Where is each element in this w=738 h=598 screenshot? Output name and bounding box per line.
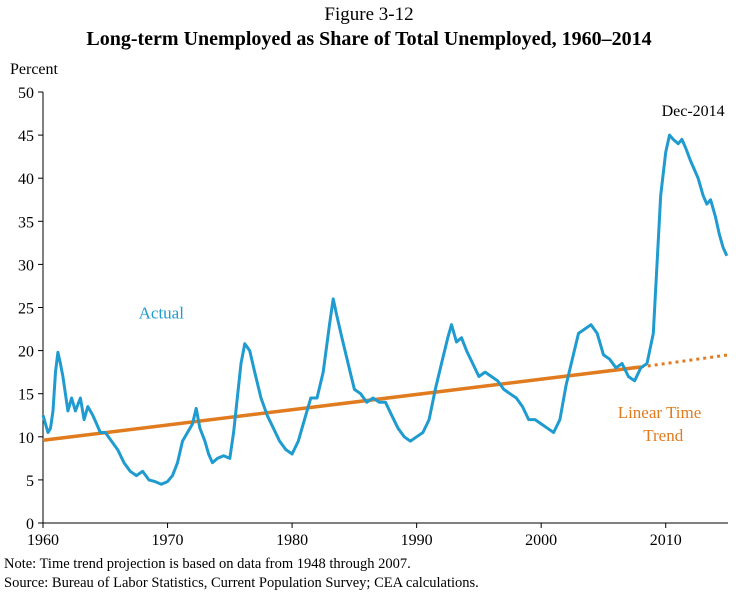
actual-series-line bbox=[41, 133, 729, 486]
y-tick-label: 35 bbox=[18, 214, 34, 231]
x-tick-label: 1990 bbox=[401, 532, 433, 549]
series-label-trend-line2: Trend bbox=[643, 426, 683, 445]
chart: Percent 0 5 10 15 20 25 30 35 40 45 50 1960 1970 1980… bbox=[10, 61, 729, 549]
series-lines bbox=[41, 133, 729, 486]
figure-label: Figure 3-12 bbox=[324, 4, 414, 25]
y-tick-label: 45 bbox=[18, 128, 34, 145]
series-label-trend-line1: Linear Time bbox=[618, 403, 702, 422]
y-tick-label: 15 bbox=[18, 387, 34, 404]
y-tick-label: 0 bbox=[26, 516, 34, 533]
annotation-dec-2014: Dec-2014 bbox=[662, 103, 725, 120]
axes: 0 5 10 15 20 25 30 35 40 45 50 1960 1970 1980 1990 2000… bbox=[18, 85, 728, 549]
y-tick-label: 10 bbox=[18, 430, 34, 447]
y-tick-label: 5 bbox=[26, 473, 34, 490]
x-tick-label: 1960 bbox=[27, 532, 59, 549]
series-label-actual: Actual bbox=[139, 304, 185, 323]
x-tick-label: 1970 bbox=[152, 532, 184, 549]
y-tick-label: 40 bbox=[18, 171, 34, 188]
trend-projection-line bbox=[640, 353, 729, 369]
y-tick-label: 50 bbox=[18, 85, 34, 102]
x-tick-label: 2010 bbox=[650, 532, 682, 549]
y-tick-label: 25 bbox=[18, 301, 34, 318]
trend-line bbox=[42, 365, 642, 442]
source-note: Source: Bureau of Labor Statistics, Curr… bbox=[4, 575, 479, 591]
y-tick-label: 20 bbox=[18, 344, 34, 361]
chart-title: Long-term Unemployed as Share of Total U… bbox=[86, 28, 652, 50]
x-tick-label: 2000 bbox=[525, 532, 557, 549]
footnote: Note: Time trend projection is based on … bbox=[4, 556, 411, 572]
y-tick-label: 30 bbox=[18, 257, 34, 274]
y-axis-label: Percent bbox=[10, 61, 59, 78]
x-tick-label: 1980 bbox=[276, 532, 308, 549]
